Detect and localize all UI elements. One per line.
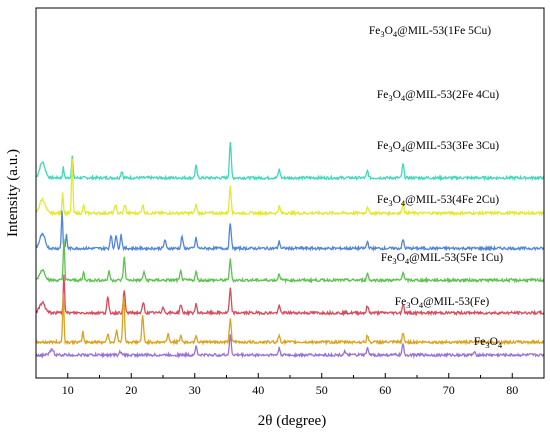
series-layer: [35, 142, 545, 359]
x-tick-label: 50: [316, 383, 328, 397]
x-tick-label: 80: [506, 383, 518, 397]
series-label: Fe3O4@MIL-53(5Fe 1Cu): [381, 252, 503, 266]
series-line: [35, 210, 545, 253]
x-tick-label: 30: [189, 383, 201, 397]
series-label: Fe3O4@MIL-53(2Fe 4Cu): [377, 89, 499, 103]
series-line: [35, 274, 545, 317]
series-label: Fe3O4@MIL-53(1Fe 5Cu): [369, 25, 491, 39]
series-line: [35, 293, 545, 346]
y-axis-title: Intensity (a.u.): [5, 149, 21, 237]
x-tick-label: 40: [252, 383, 264, 397]
series-label: Fe3O4@MIL-53(3Fe 3Cu): [377, 140, 499, 154]
x-tick-label: 20: [125, 383, 137, 397]
x-tick-label: 60: [379, 383, 391, 397]
plot-frame: [35, 7, 545, 379]
series-line: [35, 334, 545, 359]
x-tick-label: 70: [443, 383, 455, 397]
series-line: [35, 238, 545, 284]
series-label-layer: Fe3O4@MIL-53(1Fe 5Cu) Fe3O4@MIL-53(2Fe 4C…: [369, 25, 503, 350]
x-axis-ticks: 10 20 30 40 50 60 70 80: [35, 373, 545, 397]
series-line: [35, 158, 545, 217]
series-label: Fe3O4: [474, 336, 503, 350]
series-label: Fe3O4@MIL-53(4Fe 2Cu): [377, 194, 499, 208]
series-label: Fe3O4@MIL-53(Fe): [395, 296, 490, 310]
series-line: [35, 142, 545, 182]
x-tick-label: 10: [62, 383, 74, 397]
x-axis-title: 2θ (degree): [258, 413, 326, 429]
